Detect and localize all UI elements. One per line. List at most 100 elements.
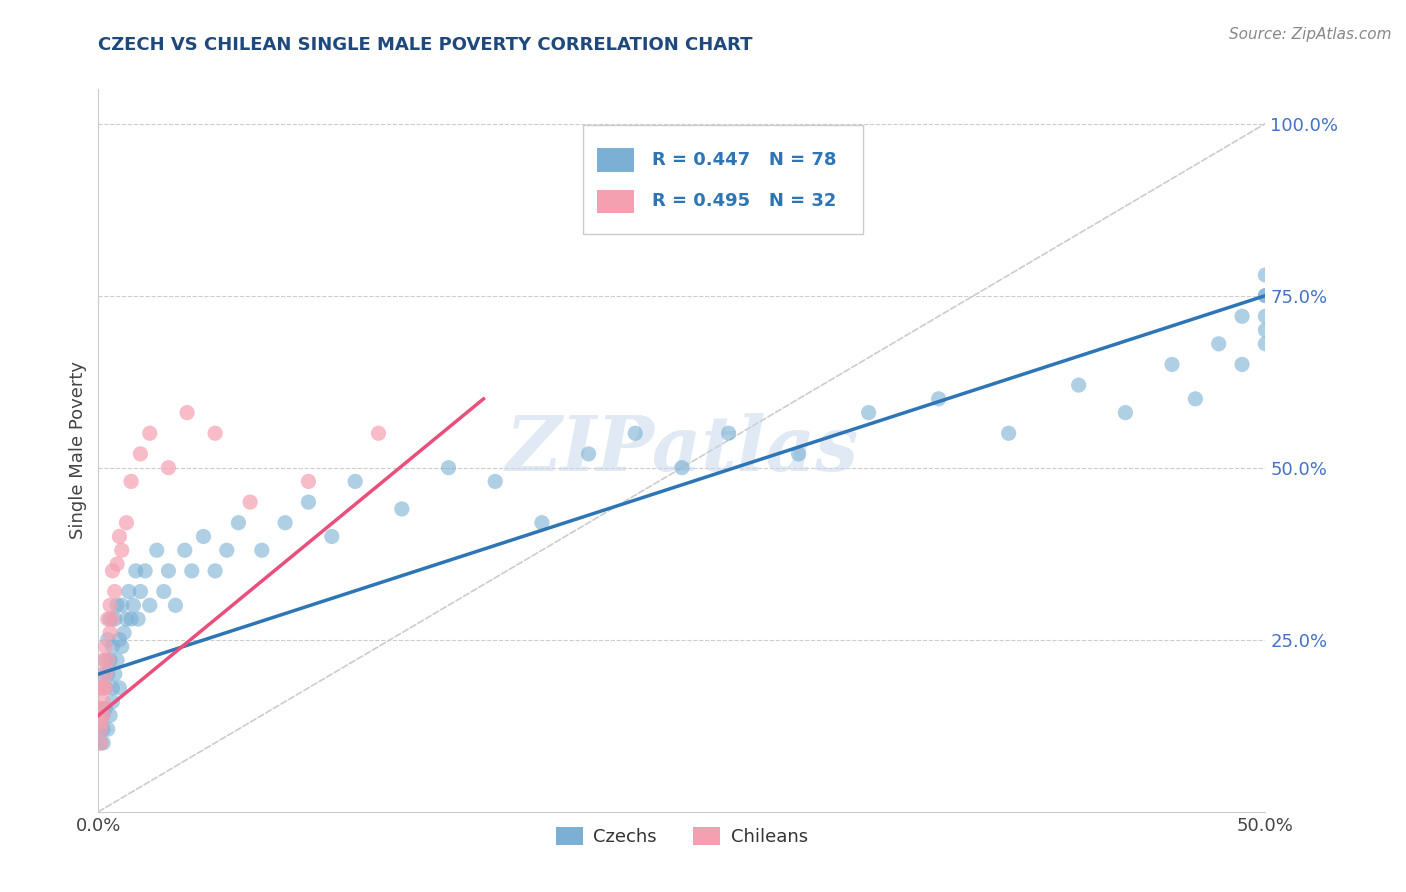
Point xyxy=(94,701,117,715)
Point xyxy=(90,722,112,736)
Point xyxy=(1254,336,1277,351)
FancyBboxPatch shape xyxy=(596,148,634,171)
Point xyxy=(98,599,121,613)
Point xyxy=(176,406,198,420)
Point xyxy=(127,612,149,626)
Text: R = 0.447   N = 78: R = 0.447 N = 78 xyxy=(651,151,837,169)
Point xyxy=(1254,268,1277,282)
Point xyxy=(91,708,114,723)
Point xyxy=(215,543,238,558)
Point xyxy=(717,426,740,441)
Point xyxy=(97,667,120,681)
Point xyxy=(129,584,152,599)
Point xyxy=(997,426,1019,441)
Point xyxy=(858,406,880,420)
Point xyxy=(1254,310,1277,324)
Point xyxy=(91,667,114,681)
Point xyxy=(105,653,128,667)
Point xyxy=(91,736,114,750)
Point xyxy=(928,392,950,406)
Point xyxy=(111,640,134,654)
Point xyxy=(91,708,114,723)
Point xyxy=(108,632,131,647)
Point xyxy=(125,564,148,578)
Point xyxy=(120,475,142,489)
Point xyxy=(105,557,128,571)
Text: CZECH VS CHILEAN SINGLE MALE POVERTY CORRELATION CHART: CZECH VS CHILEAN SINGLE MALE POVERTY COR… xyxy=(98,36,754,54)
Point xyxy=(1208,336,1230,351)
Point xyxy=(139,426,162,441)
Point xyxy=(101,564,124,578)
Point xyxy=(1067,378,1090,392)
Point xyxy=(1230,310,1253,324)
Point xyxy=(180,564,202,578)
Point xyxy=(112,625,135,640)
Point xyxy=(1254,323,1277,337)
Point xyxy=(115,612,138,626)
Point xyxy=(115,516,138,530)
Point xyxy=(250,543,273,558)
Point xyxy=(108,681,131,695)
Text: R = 0.495   N = 32: R = 0.495 N = 32 xyxy=(651,192,837,211)
Point xyxy=(118,584,141,599)
Point xyxy=(94,667,117,681)
Point xyxy=(104,612,127,626)
Point xyxy=(98,625,121,640)
Point xyxy=(90,681,112,695)
Point xyxy=(624,426,647,441)
Point xyxy=(111,599,134,613)
Point xyxy=(165,599,187,613)
FancyBboxPatch shape xyxy=(596,190,634,213)
Point xyxy=(152,584,174,599)
Point xyxy=(98,612,121,626)
Point xyxy=(484,475,506,489)
Text: Source: ZipAtlas.com: Source: ZipAtlas.com xyxy=(1229,27,1392,42)
Point xyxy=(297,495,319,509)
Point xyxy=(787,447,810,461)
Point xyxy=(173,543,195,558)
Point xyxy=(391,502,413,516)
Point xyxy=(1230,358,1253,372)
Point xyxy=(90,722,112,736)
Point xyxy=(97,653,120,667)
Point xyxy=(108,529,131,543)
Point xyxy=(94,653,117,667)
Point xyxy=(297,475,319,489)
Point xyxy=(129,447,152,461)
Point xyxy=(1161,358,1184,372)
Point xyxy=(239,495,262,509)
Point xyxy=(101,681,124,695)
Point xyxy=(367,426,389,441)
Y-axis label: Single Male Poverty: Single Male Poverty xyxy=(69,361,87,540)
Point xyxy=(274,516,297,530)
Point xyxy=(90,736,112,750)
Point xyxy=(344,475,367,489)
Point xyxy=(101,612,124,626)
Point xyxy=(204,426,226,441)
Point xyxy=(90,701,112,715)
Point xyxy=(101,695,124,709)
Point xyxy=(134,564,156,578)
Point xyxy=(139,599,162,613)
Point xyxy=(1254,288,1277,302)
Point xyxy=(321,529,343,543)
Point xyxy=(97,632,120,647)
Point xyxy=(98,653,121,667)
Point xyxy=(104,584,127,599)
Point xyxy=(94,681,117,695)
Point xyxy=(193,529,215,543)
Point xyxy=(105,599,128,613)
Point xyxy=(91,653,114,667)
FancyBboxPatch shape xyxy=(582,126,863,234)
Point xyxy=(671,460,693,475)
Point xyxy=(98,708,121,723)
Point xyxy=(90,736,112,750)
Point xyxy=(1184,392,1206,406)
Point xyxy=(122,599,145,613)
Legend: Czechs, Chileans: Czechs, Chileans xyxy=(548,820,815,854)
Point xyxy=(104,667,127,681)
Point xyxy=(1254,288,1277,302)
Point xyxy=(94,681,117,695)
Text: ZIPatlas: ZIPatlas xyxy=(505,414,859,487)
Point xyxy=(90,715,112,730)
